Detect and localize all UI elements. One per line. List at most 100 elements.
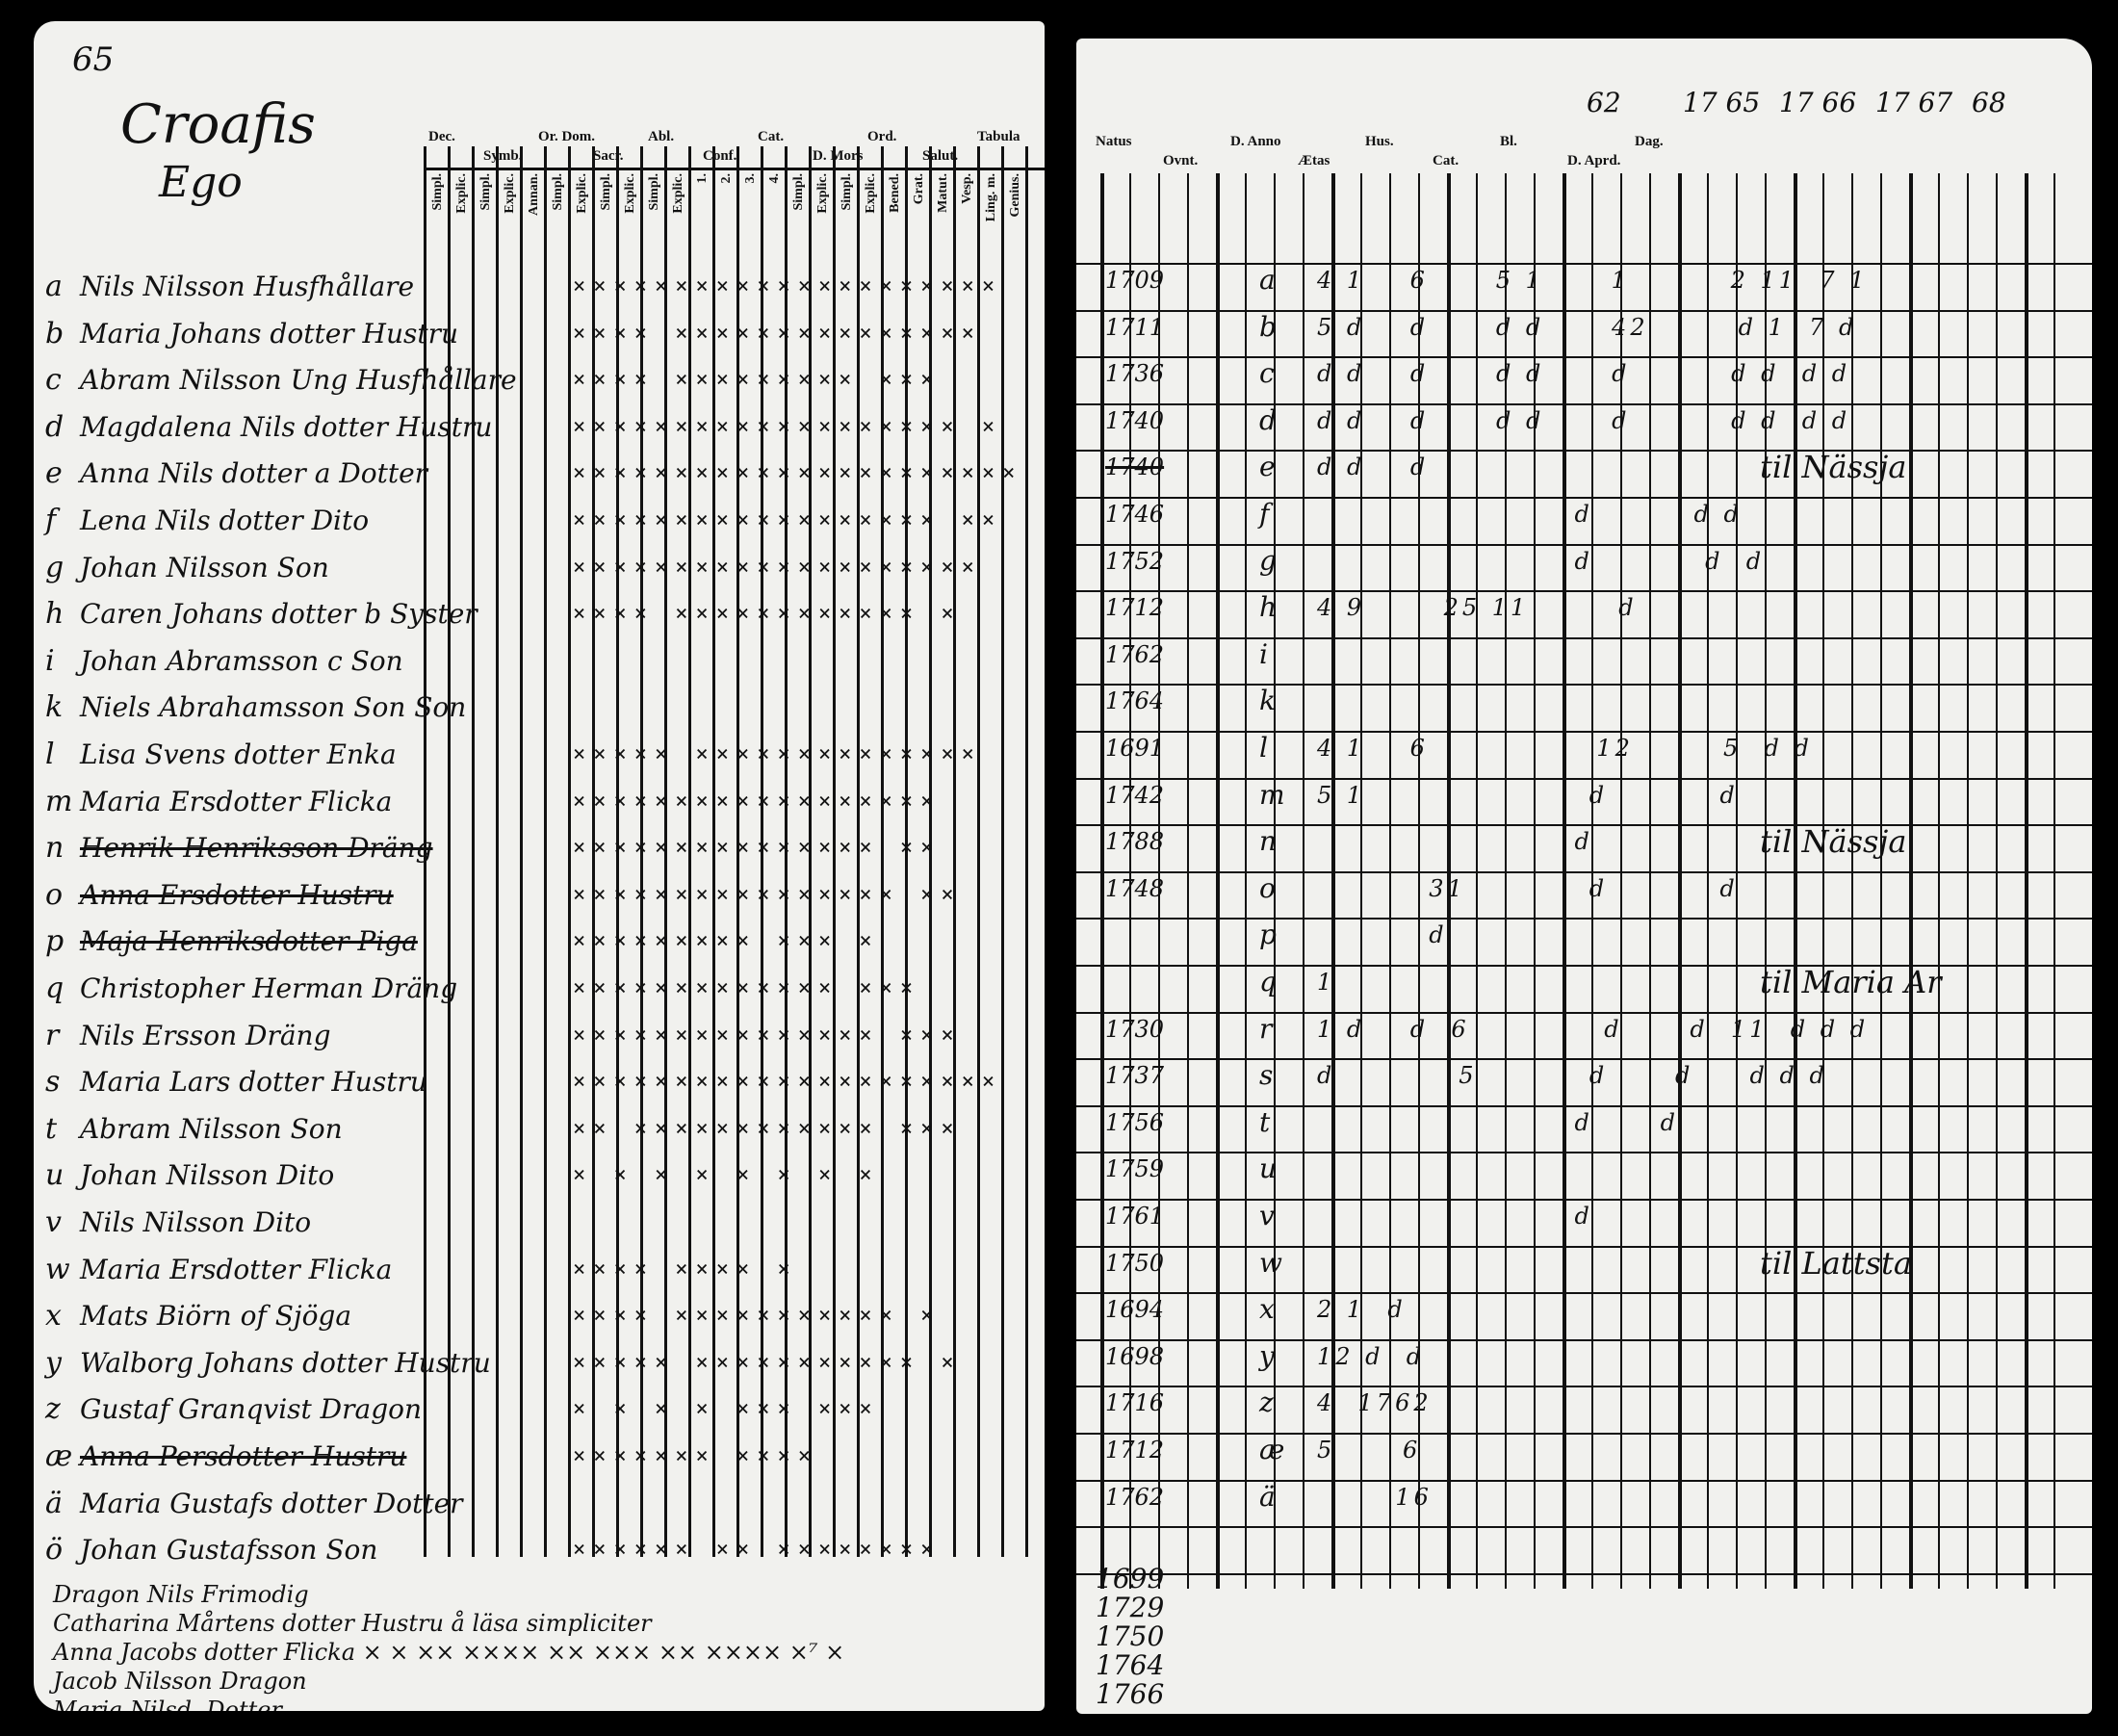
- column-rule: [592, 146, 595, 1557]
- margin-note: til Maria Ar: [1760, 964, 1942, 1000]
- row-letter: r: [1259, 1012, 1273, 1045]
- row-letter: d: [1259, 403, 1277, 436]
- grid-column-line: [1389, 173, 1391, 1589]
- record-row: 1709 a 4 1 6 5 1 1 2 11 7 1: [1076, 266, 2092, 312]
- record-row: 1694 x 2 1 d: [1076, 1295, 2092, 1341]
- row-letter: w: [1259, 1246, 1282, 1279]
- record-marks: 1: [1317, 969, 1336, 996]
- table-row: a Nils Nilsson Husfhållare ×××××××××××××××…: [34, 270, 1045, 316]
- person-name: Johan Nilsson Dito: [80, 1159, 335, 1192]
- record-row: 1748 o 31 d d: [1076, 873, 2092, 920]
- header-rule: [424, 168, 1045, 170]
- record-marks: 4 1762: [1317, 1389, 1433, 1417]
- row-letter: s: [1259, 1059, 1274, 1092]
- sub-column-header: Simpl.: [647, 173, 661, 211]
- sub-column-header: 4.: [767, 173, 782, 184]
- record-marks: 1 d d 6 d d 11 d d d: [1317, 1015, 1870, 1043]
- margin-note: til Nässja: [1760, 823, 1907, 861]
- attendance-marks: ××××××××××××××× ×××: [573, 1023, 962, 1048]
- person-name: Maria Lars dotter Hustru: [80, 1066, 427, 1099]
- birth-year: 1740: [1105, 453, 1165, 481]
- person-name: Maria Gustafs dotter Dotter: [80, 1487, 463, 1519]
- column-rule: [977, 146, 980, 1557]
- record-row: p d: [1076, 920, 2092, 967]
- column-header: Natus: [1096, 134, 1132, 149]
- person-name: Magdalena Nils dotter Hustru: [80, 410, 493, 443]
- column-rule: [496, 146, 499, 1557]
- footer-year: 1764: [1096, 1649, 1165, 1681]
- column-rule: [1025, 146, 1028, 1557]
- birth-year: 1762: [1105, 640, 1165, 668]
- record-marks: 12 d d: [1317, 1342, 1426, 1370]
- column-rule: [785, 146, 788, 1557]
- table-row: h Caren Johans dotter b Syster ×××× ××××××…: [34, 597, 1045, 643]
- year-header: 62: [1587, 87, 1621, 118]
- column-header: D. Aprd.: [1567, 153, 1621, 168]
- grid-column-line: [1447, 173, 1451, 1589]
- grid-column-line: [1129, 173, 1131, 1589]
- grid-column-line: [1274, 173, 1276, 1589]
- grid-column-line: [1100, 173, 1104, 1589]
- year-header: 17 67: [1875, 87, 1953, 118]
- attendance-marks: ××××××××××××× ×××: [573, 976, 921, 1000]
- row-letter: p: [1259, 919, 1277, 951]
- row-letter: p: [45, 924, 65, 959]
- grid-row-line: [1076, 918, 2092, 920]
- row-letter: ä: [1259, 1480, 1276, 1513]
- row-letter: c: [1259, 357, 1275, 390]
- margin-note: til Lattsta: [1760, 1244, 1912, 1282]
- birth-year: 1694: [1105, 1296, 1165, 1324]
- birth-year: 1736: [1105, 360, 1165, 388]
- row-letter: y: [1259, 1339, 1275, 1372]
- person-name: Walborg Johans dotter Hustru: [80, 1346, 491, 1379]
- attendance-marks: ×××××××××××××××××××××: [573, 1070, 1003, 1095]
- grid-column-line: [1534, 173, 1536, 1589]
- record-marks: d d d: [1317, 547, 1766, 575]
- sub-column-header: 1.: [695, 173, 710, 184]
- column-rule: [881, 146, 884, 1557]
- attendance-marks: ×××× ××××××××× ×××: [573, 368, 942, 393]
- grid-row-line: [1076, 263, 2092, 265]
- person-name: Abram Nilsson Son: [80, 1112, 343, 1145]
- grid-row-line: [1076, 1479, 2092, 1482]
- grid-column-line: [1303, 173, 1304, 1589]
- column-group-header: Ord.: [867, 129, 897, 144]
- record-row: 1752 g d d d: [1076, 544, 2092, 593]
- row-letter: a: [45, 270, 63, 303]
- row-letter: g: [45, 550, 65, 584]
- attendance-marks: ××××××××××××××××××××: [573, 555, 982, 580]
- grid-column-line: [1505, 173, 1507, 1589]
- table-row: e Anna Nils dotter a Dotter ××××××××××××××…: [34, 456, 1045, 503]
- record-row: 1737 s d 5 d d d d d: [1076, 1061, 2092, 1107]
- grid-row-line: [1076, 824, 2092, 827]
- sub-column-header: Explic.: [671, 173, 685, 214]
- birth-year: 1752: [1105, 547, 1165, 575]
- record-row: 1740 d d d d d d d d d d d: [1076, 403, 2092, 453]
- grid-row-line: [1076, 1058, 2092, 1061]
- person-name: Nils Nilsson Husfhållare: [80, 271, 415, 302]
- grid-column-line: [1620, 173, 1622, 1589]
- birth-year: 1740: [1105, 406, 1165, 434]
- grid-column-line: [1736, 173, 1738, 1589]
- table-row: ä Maria Gustafs dotter Dotter: [34, 1487, 1045, 1533]
- row-letter: æ: [1259, 1434, 1285, 1465]
- row-letter: a: [1259, 264, 1276, 296]
- row-letter: g: [1259, 544, 1277, 577]
- left-page: 65 Croafis Ego Dec. Symb. Or. Dom. Sacr. Abl…: [34, 21, 1045, 1711]
- birth-year: 1746: [1105, 501, 1165, 528]
- record-row: 1759 u: [1076, 1154, 2092, 1201]
- grid-row-line: [1076, 1199, 2092, 1201]
- row-letter: f: [1259, 498, 1270, 530]
- sub-column-header: Explic.: [575, 173, 589, 214]
- attendance-marks: ×××××× ×× ××××××××: [573, 1538, 942, 1563]
- grid-row-line: [1076, 731, 2092, 733]
- grid-row-line: [1076, 1245, 2092, 1248]
- sub-column-header: Simpl.: [478, 173, 493, 211]
- record-marks: 4 1 6 12 5 d d: [1317, 735, 1813, 762]
- person-name: Johan Gustafsson Son: [80, 1534, 378, 1567]
- grid-column-line: [1851, 173, 1853, 1589]
- column-rule: [736, 146, 739, 1557]
- table-row: z Gustaf Granqvist Dragon × × × × ××× ×××: [34, 1392, 1045, 1438]
- person-name: Johan Abramsson c Son: [80, 644, 403, 677]
- grid-column-line: [1909, 173, 1913, 1589]
